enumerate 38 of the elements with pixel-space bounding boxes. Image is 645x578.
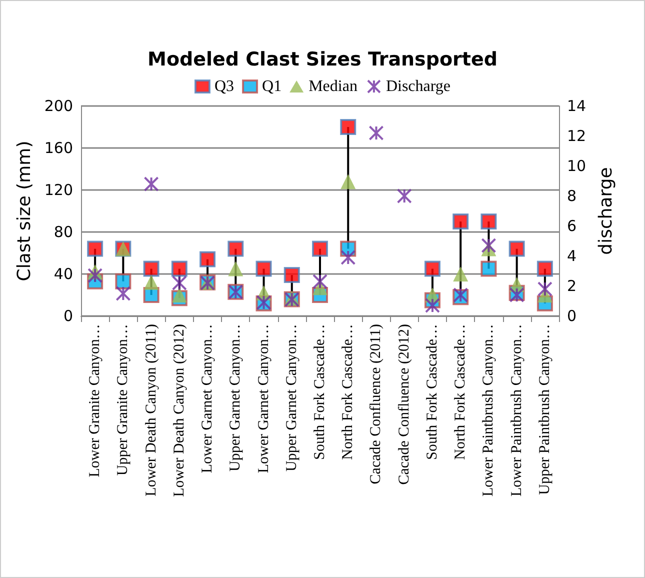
y-axis-title: Clast size (mm): [14, 140, 35, 282]
y-tick-label: 0: [63, 307, 73, 325]
x-tick-label: Lower Death Canyon (2012): [171, 324, 188, 497]
y-tick-label: 120: [44, 181, 73, 199]
y-tick-label: 80: [54, 223, 73, 241]
x-tick-label: Lower Paintbrush Canyon…: [480, 324, 497, 496]
y2-tick-label: 8: [567, 187, 577, 205]
legend-label: Q3: [214, 78, 234, 95]
y-tick-label: 200: [44, 97, 73, 115]
x-tick-label: Cacade Confluence (2012): [396, 324, 412, 485]
y2-tick-label: 4: [567, 247, 577, 265]
x-tick-label: Lower Paintbrush Canyon…: [508, 324, 525, 496]
chart-title: Modeled Clast Sizes Transported: [148, 48, 498, 70]
y-tick-label: 160: [44, 139, 73, 157]
y2-tick-label: 10: [567, 157, 586, 175]
x-tick-label: Lower Garnet Canyon…: [200, 324, 216, 474]
y2-tick-label: 6: [567, 217, 577, 235]
y2-axis-title: discharge: [596, 167, 616, 255]
x-tick-label: Cacade Confluence (2011): [368, 324, 384, 484]
y2-tick-label: 2: [567, 277, 577, 295]
legend-label: Q1: [262, 78, 282, 95]
x-tick-label: Upper Garnet Canyon…: [284, 324, 300, 472]
x-tick-label: North Fork Cascade…: [340, 324, 356, 460]
x-tick-label: Upper Paintbrush Canyon…: [536, 324, 553, 495]
y2-tick-label: 0: [567, 307, 577, 325]
x-tick-label: Lower Death Canyon (2011): [143, 324, 160, 496]
legend-label: Discharge: [386, 78, 451, 95]
y2-tick-label: 14: [567, 97, 586, 115]
x-tick-label: Lower Granite Canyon…: [87, 324, 104, 478]
y-tick-label: 40: [54, 265, 73, 283]
x-tick-label: South Fork Cascade…: [312, 324, 328, 460]
legend-label: Median: [308, 78, 358, 95]
x-tick-label: Upper Garnet Canyon…: [228, 324, 244, 472]
x-tick-label: Upper Granite Canyon…: [115, 324, 132, 476]
y2-tick-label: 12: [567, 127, 586, 145]
x-tick-label: Lower Garnet Canyon…: [256, 324, 272, 474]
x-tick-label: South Fork Cascade…: [424, 324, 440, 460]
x-tick-label: North Fork Cascade…: [452, 324, 469, 460]
